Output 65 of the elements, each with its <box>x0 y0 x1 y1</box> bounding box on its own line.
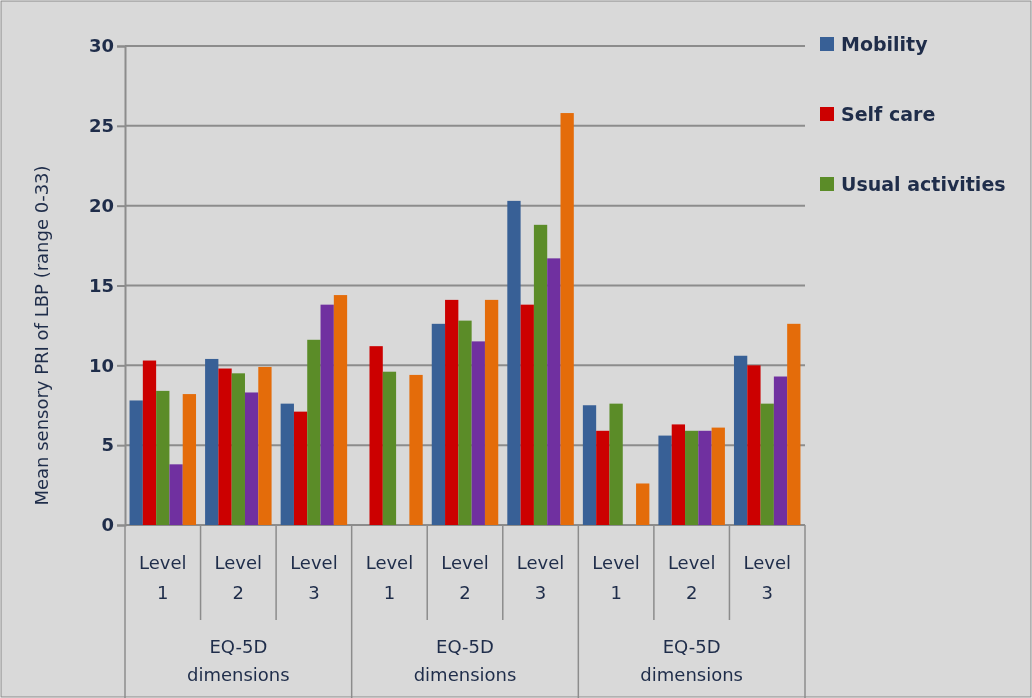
bar <box>484 299 499 525</box>
legend-label: Mobility <box>841 33 929 55</box>
x-tick-label: Level 2 <box>667 552 716 603</box>
bar <box>520 304 534 525</box>
bar <box>711 427 725 525</box>
bar <box>333 295 348 525</box>
x-tick-label: Level 1 <box>592 552 640 603</box>
bar <box>182 394 197 525</box>
bar <box>307 339 321 525</box>
bar <box>609 403 623 525</box>
x-tick-label: Level 2 <box>441 552 489 603</box>
x-tick-label: Level 1 <box>365 552 414 603</box>
bar <box>293 411 308 525</box>
bar <box>560 113 574 525</box>
bar <box>582 405 597 525</box>
bar <box>658 435 672 525</box>
bar <box>507 200 521 525</box>
bar <box>320 304 334 525</box>
bar <box>382 371 397 525</box>
x-tick-label: Level 3 <box>516 552 565 603</box>
bar <box>244 392 259 525</box>
y-tick-label: 20 <box>88 194 114 216</box>
y-tick-label: 15 <box>88 274 114 296</box>
y-tick-label: 5 <box>101 434 114 456</box>
bar <box>142 360 157 525</box>
x-tick-label: Level 1 <box>139 552 187 603</box>
x-tick-label: Level 3 <box>743 552 791 603</box>
x-tick-label: Level 3 <box>290 552 338 603</box>
text: EQ-5D dimensions <box>413 636 517 685</box>
y-axis-title: Mean sensory PRI of LBP (range 0-33) <box>31 165 52 506</box>
bar <box>773 376 788 525</box>
bar <box>596 430 610 525</box>
bar <box>698 430 712 525</box>
bar <box>787 323 801 525</box>
bar <box>258 366 272 525</box>
y-tick-label: 0 <box>101 514 114 536</box>
bar <box>733 355 748 525</box>
bar <box>218 368 232 525</box>
bar <box>445 299 459 525</box>
bar <box>129 400 143 525</box>
bar <box>760 403 774 525</box>
bar <box>671 424 686 525</box>
text: EQ-5D dimensions <box>187 636 290 685</box>
bar <box>471 341 485 525</box>
legend-label: Self care <box>841 103 936 125</box>
y-tick-label: 10 <box>88 354 114 376</box>
bar <box>156 390 170 525</box>
bar <box>169 464 183 525</box>
bar <box>431 323 446 525</box>
bar <box>636 483 650 525</box>
bar <box>458 320 472 525</box>
bar <box>409 374 423 525</box>
y-tick-label: 30 <box>88 35 114 57</box>
bar <box>231 373 245 525</box>
bar <box>533 224 548 525</box>
text: EQ-5D dimensions <box>640 636 743 685</box>
x-tick-label: Level 2 <box>214 552 263 603</box>
bar <box>369 346 383 525</box>
bar <box>547 258 561 525</box>
legend-label: Usual activities <box>841 173 1006 195</box>
bar <box>205 358 219 525</box>
bar <box>685 430 699 525</box>
bar <box>747 365 761 525</box>
y-tick-label: 25 <box>88 115 114 137</box>
bar <box>280 403 294 525</box>
